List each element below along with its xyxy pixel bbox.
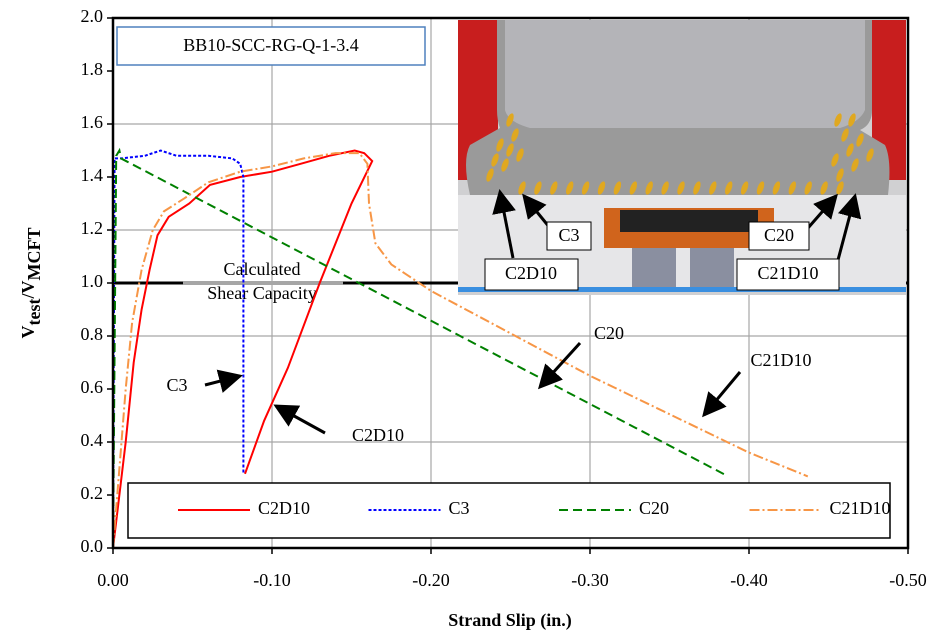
strand-dot bbox=[506, 143, 514, 157]
strand-dot bbox=[841, 128, 849, 142]
box-label: BB10-SCC-RG-Q-1-3.4 bbox=[183, 35, 359, 55]
strand-dot bbox=[788, 181, 796, 195]
strand-dot bbox=[506, 113, 514, 127]
reference-label-bg bbox=[183, 281, 343, 285]
strand-dot bbox=[501, 158, 509, 172]
inset-label-box bbox=[736, 258, 840, 291]
y-tick-label: 1.4 bbox=[81, 165, 104, 185]
inset-label-box bbox=[748, 221, 810, 251]
y-tick-label: 0.8 bbox=[81, 324, 104, 344]
y-tick-label: 0.6 bbox=[81, 377, 104, 397]
strand-dot bbox=[566, 181, 574, 195]
strand-dot bbox=[534, 181, 542, 195]
series-line bbox=[112, 152, 809, 549]
strand-dot bbox=[820, 181, 828, 195]
annotation: C21D10 bbox=[750, 350, 811, 370]
legend-label: C2D10 bbox=[258, 498, 310, 518]
inset-label-box bbox=[484, 258, 579, 291]
strand-dot bbox=[645, 181, 653, 195]
strand-dot bbox=[613, 181, 622, 195]
y-tick-label: 0.4 bbox=[81, 430, 104, 450]
strand-dot bbox=[851, 158, 859, 172]
series-line bbox=[112, 149, 374, 549]
annotation: C20 bbox=[594, 323, 624, 343]
strand-dot bbox=[550, 181, 558, 195]
inset-label-box bbox=[546, 221, 592, 251]
x-tick-label: -0.40 bbox=[730, 570, 768, 590]
strand-dot bbox=[709, 181, 717, 195]
strand-dot bbox=[846, 143, 854, 157]
strand-dot bbox=[804, 181, 812, 195]
y-axis-title: Vtest/VMCFT bbox=[18, 228, 44, 339]
x-tick-label: -0.30 bbox=[571, 570, 609, 590]
strand-dot bbox=[866, 148, 874, 162]
reference-label: Shear Capacity bbox=[207, 283, 316, 303]
annotation: C2D10 bbox=[352, 425, 404, 445]
y-tick-label: 0.0 bbox=[81, 536, 104, 556]
inset-label: C20 bbox=[764, 225, 794, 245]
strand-dot bbox=[836, 168, 844, 182]
strand-dot bbox=[516, 148, 524, 162]
strand-dot bbox=[834, 113, 842, 127]
strand-dot bbox=[496, 138, 504, 152]
strand-dot bbox=[518, 181, 526, 195]
inset-label: C3 bbox=[558, 225, 579, 245]
y-tick-label: 2.0 bbox=[81, 6, 104, 26]
reference-label: Calculated bbox=[224, 259, 301, 279]
legend-label: C20 bbox=[639, 498, 669, 518]
y-tick-label: 0.2 bbox=[81, 483, 104, 503]
strand-dot bbox=[836, 181, 844, 195]
y-tick-label: 1.2 bbox=[81, 218, 104, 238]
strand-dot bbox=[511, 128, 519, 142]
series-line bbox=[112, 147, 729, 549]
x-tick-label: -0.50 bbox=[889, 570, 927, 590]
legend-label: C21D10 bbox=[830, 498, 891, 518]
strand-dot bbox=[756, 181, 765, 195]
x-tick-label: -0.20 bbox=[412, 570, 450, 590]
x-tick-label: -0.10 bbox=[253, 570, 291, 590]
y-tick-label: 1.6 bbox=[81, 112, 104, 132]
strand-dot bbox=[831, 153, 839, 167]
strand-dot bbox=[725, 181, 733, 195]
strand-dot bbox=[661, 181, 669, 195]
strand-dot bbox=[677, 181, 685, 195]
strand-dot bbox=[772, 181, 781, 195]
legend-label: C3 bbox=[449, 498, 470, 518]
annotation: C3 bbox=[166, 375, 187, 395]
strand-dot bbox=[848, 113, 856, 127]
inset-label: C21D10 bbox=[757, 263, 818, 283]
strand-dot bbox=[629, 181, 637, 195]
y-tick-label: 1.8 bbox=[81, 59, 104, 79]
strand-dot bbox=[581, 181, 590, 195]
x-axis-title: Strand Slip (in.) bbox=[448, 610, 572, 631]
x-tick-label: 0.00 bbox=[97, 570, 129, 590]
strand-dot bbox=[740, 181, 749, 195]
annotation-arrows bbox=[204, 189, 862, 435]
strand-dot bbox=[693, 181, 701, 195]
strand-dot bbox=[856, 133, 864, 147]
box-label-frame bbox=[116, 26, 426, 66]
y-tick-label: 1.0 bbox=[81, 271, 104, 291]
strand-dot bbox=[597, 181, 606, 195]
strand-dot bbox=[491, 153, 499, 167]
strand-dot bbox=[486, 168, 494, 182]
inset-label: C2D10 bbox=[505, 263, 557, 283]
